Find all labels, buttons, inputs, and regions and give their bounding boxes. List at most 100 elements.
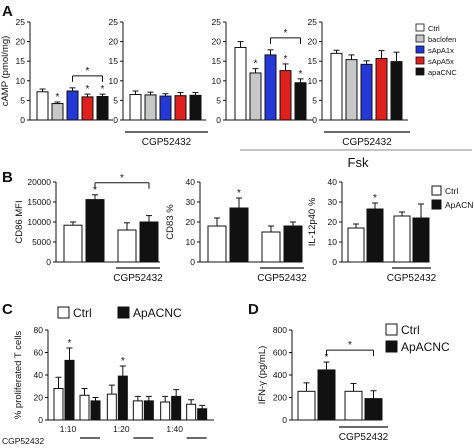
legend-a-swatch-0 [415, 23, 425, 32]
C-y-tick-label: 40 [34, 370, 44, 380]
legend-a-swatch-3 [415, 56, 425, 65]
B1-y-tick-label: 10000 [27, 217, 51, 227]
A3-y-tick-label: 5 [216, 95, 221, 105]
B2-y-tick-label: 20 [186, 217, 196, 227]
panel-label-d: D [248, 301, 259, 318]
legend-d-swatch-0 [385, 323, 398, 336]
A1-bar-2 [66, 90, 79, 121]
B3-y-tick-label: 0 [332, 257, 337, 267]
legend-b-label-1: ApACNC [445, 200, 474, 210]
B1-bar-2 [117, 229, 137, 263]
C-significance-0-1: * [68, 338, 72, 349]
A1-y-tick-label: 15 [16, 56, 26, 66]
C-group-label: CGP52432 [2, 436, 44, 446]
C-y-axis-label: % proliferated T cells [13, 331, 24, 420]
B3-bar-1 [366, 208, 384, 263]
B1-bar-3 [139, 221, 159, 263]
A2-bar-3 [174, 95, 187, 121]
B2-group-label: CGP52432 [257, 273, 307, 284]
B2-bar-3 [283, 225, 303, 263]
A4-y-tick-label: 0 [312, 115, 317, 125]
A2-bar-4 [189, 94, 202, 121]
B2-bar-0 [207, 225, 227, 263]
legend-c-label-0: Ctrl [73, 306, 92, 320]
B3-significance-1: * [373, 193, 377, 204]
A3-y-tick-label: 25 [212, 17, 222, 27]
B1-y-tick-label: 5000 [32, 237, 51, 247]
C-y-tick-label: 80 [34, 325, 44, 335]
A4-bar-4 [390, 61, 403, 121]
A3-bar-1 [249, 72, 262, 121]
A3-y-tick-label: 20 [212, 37, 222, 47]
A3-bracket-label-0: * [284, 28, 288, 39]
C-bar-1-2 [132, 400, 143, 421]
legend-c-swatch-0 [57, 306, 70, 319]
A1-y-tick-label: 5 [20, 95, 25, 105]
legend-b-swatch-0 [431, 185, 442, 196]
B3-y-axis-label: IL-12p40 % [307, 197, 318, 246]
C-y-tick-label: 0 [38, 415, 43, 425]
A4-y-tick-label: 20 [308, 37, 318, 47]
A1-bar-0 [36, 91, 49, 121]
C-bar-2-0 [160, 401, 171, 421]
C-bar-2-2 [186, 403, 197, 421]
A2-y-tick-label: 10 [109, 76, 119, 86]
C-bar-1-0 [106, 393, 117, 421]
A2-y-tick-label: 25 [109, 17, 119, 27]
A4-y-tick-label: 25 [308, 17, 318, 27]
A1-y-tick-label: 10 [16, 76, 26, 86]
B3-group-label: CGP52432 [387, 273, 437, 284]
D-y-tick-label: 600 [273, 348, 287, 358]
A4-group-label: CGP52432 [342, 137, 392, 148]
B1-bracket-label-0: * [120, 173, 124, 184]
legend-b-label-0: Ctrl [445, 186, 458, 196]
B3-bar-3 [412, 217, 430, 263]
D-y-tick-label: 400 [273, 370, 287, 380]
C-bar-0-3 [90, 400, 101, 421]
C-category-label-1: 1:20 [113, 424, 130, 434]
A1-y-tick-label: 20 [16, 37, 26, 47]
legend-d-label-0: Ctrl [401, 323, 420, 337]
C-bar-0-2 [79, 394, 90, 421]
A3-y-tick-label: 15 [212, 56, 222, 66]
B2-y-tick-label: 40 [186, 177, 196, 187]
legend-b-swatch-1 [431, 199, 442, 210]
B1-y-tick-label: 20000 [27, 177, 51, 187]
A1-bar-4 [96, 95, 109, 121]
A1-significance-3: * [86, 84, 90, 95]
legend-a-label-3: sApA5x [428, 57, 454, 66]
legend-d-label-1: ApACNC [401, 340, 450, 354]
D-y-tick-label: 200 [273, 393, 287, 403]
A2-bar-1 [144, 94, 157, 121]
legend-a-swatch-4 [415, 67, 425, 76]
B1-y-tick-label: 15000 [27, 197, 51, 207]
D-y-tick-label: 0 [282, 415, 287, 425]
A2-bar-2 [159, 95, 172, 121]
B3-y-tick-label: 20 [328, 217, 338, 227]
B3-y-tick-label: 30 [328, 197, 338, 207]
A1-bar-1 [51, 103, 64, 121]
B3-bar-2 [393, 215, 411, 263]
A3-bar-4 [294, 82, 307, 121]
B2-y-tick-label: 10 [186, 237, 196, 247]
legend-d-swatch-1 [385, 340, 398, 353]
A1-y-axis-label: cAMP (pmol/mg) [0, 36, 11, 107]
D-bar-1 [317, 369, 336, 421]
A3-bar-2 [264, 54, 277, 121]
A1-bracket-label-0: * [86, 66, 90, 77]
A4-bar-1 [345, 59, 358, 121]
A3-significance-1: * [254, 59, 258, 70]
legend-a-label-0: Ctrl [428, 24, 440, 33]
C-significance-1-1: * [121, 356, 125, 367]
C-bar-0-1 [64, 359, 75, 421]
A1-significance-4: * [101, 84, 105, 95]
C-y-tick-label: 60 [34, 348, 44, 358]
B2-bar-1 [229, 207, 249, 263]
B2-y-tick-label: 30 [186, 197, 196, 207]
C-bar-2-1 [171, 395, 182, 421]
D-y-tick-label: 800 [273, 325, 287, 335]
B1-group-label: CGP52432 [113, 273, 163, 284]
D-bar-2 [344, 390, 363, 421]
B3-bar-0 [347, 227, 365, 263]
